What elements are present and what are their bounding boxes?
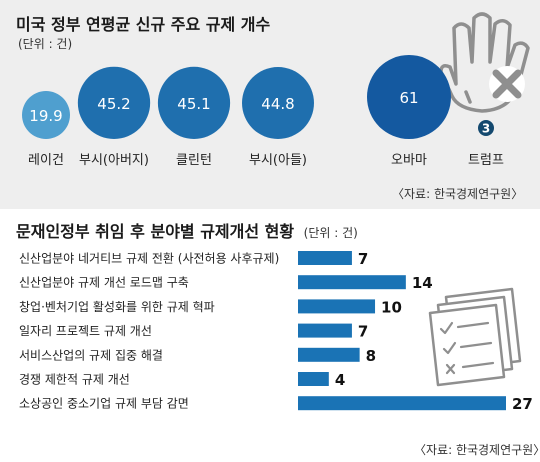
bubble-3 [157, 66, 231, 139]
bar-3 [298, 299, 376, 314]
bubble-category-label: 부시(아들) [249, 153, 307, 168]
bubble-value-label: 45.2 [97, 95, 130, 113]
bubble-category-label: 레이건 [28, 153, 64, 168]
bar-value-label: 10 [381, 298, 402, 316]
bottom-chart-title: 문재인정부 취임 후 분야별 규제개선 현황 (단위 : 건) [16, 218, 358, 242]
bar-category-label: 신산업분야 규제 개선 로드맵 구축 [19, 276, 189, 290]
bar-value-label: 8 [366, 347, 376, 365]
bar-value-label: 7 [358, 323, 368, 341]
bar-5 [298, 347, 360, 362]
bar-4 [298, 323, 352, 338]
bottom-chart-unit: (단위 : 건) [303, 226, 358, 240]
bubble-5 [367, 55, 451, 139]
bubble-value-label: 61 [399, 89, 418, 107]
bar-category-label: 서비스산업의 규제 집중 해결 [19, 348, 163, 362]
bar-value-label: 4 [335, 371, 345, 389]
top-chart-unit: (단위 : 건) [18, 37, 73, 51]
raised-hand-stop-icon [439, 12, 530, 113]
bar-value-label: 7 [358, 250, 368, 268]
bubble-value-label: 45.1 [177, 95, 210, 113]
bar-2 [298, 275, 406, 290]
bar-6 [298, 372, 329, 386]
bar-chart: 신산업분야 네거티브 규제 전환 (사전허용 사후규제) 7 신산업분야 규제 개선… [19, 250, 533, 413]
bar-category-label: 소상공인 중소기업 규제 부담 감면 [19, 397, 189, 411]
bubble-1 [22, 91, 70, 139]
bubble-6 [478, 120, 494, 136]
korea-regulation-panel: 문재인정부 취임 후 분야별 규제개선 현황 (단위 : 건) 신산업분야 네거… [0, 209, 540, 462]
bubble-category-label: 클린턴 [176, 153, 212, 168]
us-regulation-panel: 미국 정부 연평균 신규 주요 규제 개수 (단위 : 건) 19.9 45.2 4… [0, 0, 540, 209]
top-chart-source: 〈자료: 한국경제연구원〉 [392, 187, 524, 201]
bar-category-label: 신산업분야 네거티브 규제 전환 (사전허용 사후규제) [19, 252, 279, 266]
bubble-category-label: 트럼프 [468, 153, 504, 168]
bar-value-label: 27 [512, 395, 533, 413]
bar-category-label: 경쟁 제한적 규제 개선 [19, 373, 130, 387]
bubble-value-label: 3 [482, 122, 490, 136]
bar-category-label: 일자리 프로젝트 규제 개선 [19, 324, 152, 338]
checklist-document-icon [428, 287, 522, 387]
bubble-2 [77, 66, 151, 139]
bubble-chart: 19.9 45.2 45.1 44.8 61 3 레이건 부시(아버지) 클린턴 부시(아들) 오… [22, 12, 530, 168]
bubble-category-label: 부시(아버지) [79, 153, 149, 168]
top-chart-title: 미국 정부 연평균 신규 주요 규제 개수 [16, 15, 271, 34]
bar-value-label: 14 [412, 274, 433, 292]
bubble-value-label: 44.8 [261, 95, 294, 113]
x-mark-stroke [492, 69, 522, 99]
bottom-chart-title-text: 문재인정부 취임 후 분야별 규제개선 현황 [16, 222, 295, 241]
bar-7 [298, 396, 506, 411]
bar-category-label: 창업·벤처기업 활성화를 위한 규제 혁파 [19, 300, 215, 314]
bubble-value-label: 19.9 [29, 107, 62, 125]
bubble-4 [242, 67, 314, 139]
bottom-chart-source: 〈자료: 한국경제연구원〉 [414, 443, 540, 457]
bar-1 [298, 251, 352, 265]
bubble-category-label: 오바마 [391, 153, 427, 168]
